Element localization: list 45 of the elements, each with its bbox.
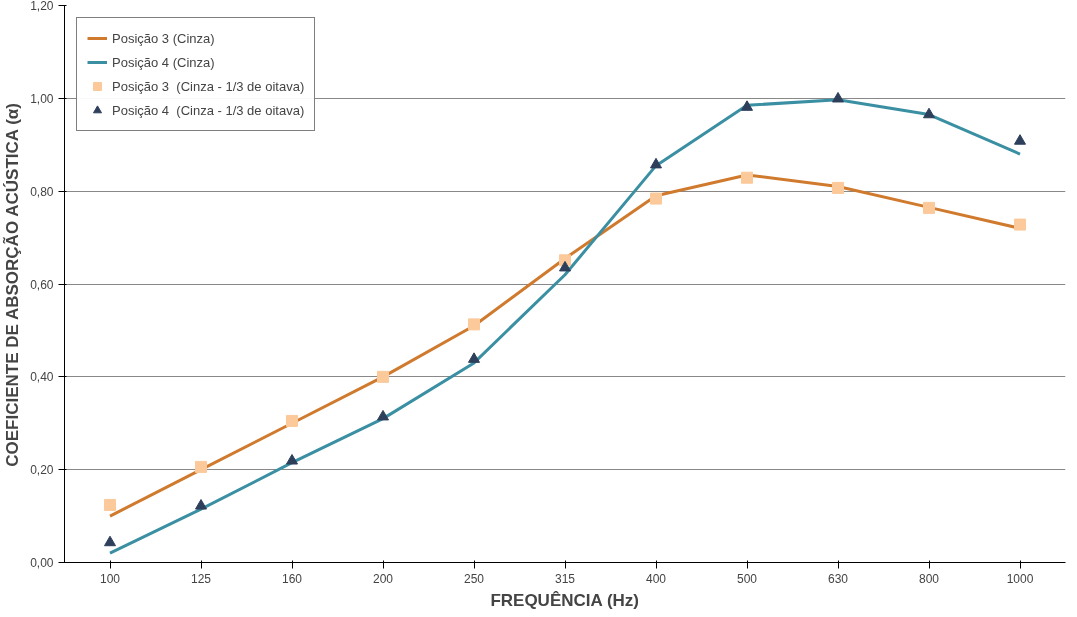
point (923, 201, 935, 214)
legend-label: Posição 3 (Cinza) (112, 30, 215, 46)
point (923, 107, 935, 119)
point (559, 260, 571, 272)
point (286, 454, 298, 465)
y-tick-label: 0,20 (30, 463, 54, 478)
x-tick-label: 250 (463, 571, 485, 586)
y-tick-label: 0,00 (30, 556, 54, 570)
point (104, 498, 116, 511)
point (741, 100, 753, 111)
point (741, 171, 753, 184)
legend-label: Posição 3 (Cinza - 1/3 de oitava) (112, 78, 305, 94)
point (832, 181, 844, 194)
point (377, 409, 389, 421)
y-tick-label: 0,80 (30, 184, 54, 199)
x-tick-label: 800 (918, 571, 940, 586)
y-tick-label: 0,40 (30, 370, 54, 385)
point (1014, 134, 1026, 145)
y-tick-label: 1,00 (30, 91, 54, 106)
x-tick-label: 315 (554, 571, 576, 586)
x-tick-label: 630 (827, 571, 849, 586)
x-tick-label: 400 (645, 571, 667, 586)
point (1014, 218, 1026, 231)
x-axis-title: FREQUÊNCIA (Hz) (490, 590, 639, 610)
point (650, 192, 662, 205)
y-axis-title: COEFICIENTE DE ABSORÇÃO ACÚSTICA (α) (2, 103, 23, 467)
point (832, 91, 844, 103)
point (195, 499, 207, 510)
x-tick-label: 1000 (1006, 571, 1034, 586)
legend-label: Posição 4 (Cinza - 1/3 de oitava) (112, 102, 305, 118)
point (104, 535, 116, 547)
point (650, 157, 662, 169)
y-tick-label: 0,60 (30, 277, 54, 292)
x-tick-label: 200 (372, 571, 394, 586)
x-tick-label: 160 (281, 571, 303, 586)
legend-label: Posição 4 (Cinza) (112, 54, 215, 70)
point (286, 414, 298, 427)
point (468, 352, 480, 363)
x-tick-label: 125 (190, 571, 212, 586)
point (377, 370, 389, 383)
y-tick-label: 1,20 (30, 0, 54, 13)
x-tick-label: 500 (736, 571, 758, 586)
x-tick-label: 100 (99, 571, 121, 586)
point (195, 460, 207, 473)
point (468, 318, 480, 331)
